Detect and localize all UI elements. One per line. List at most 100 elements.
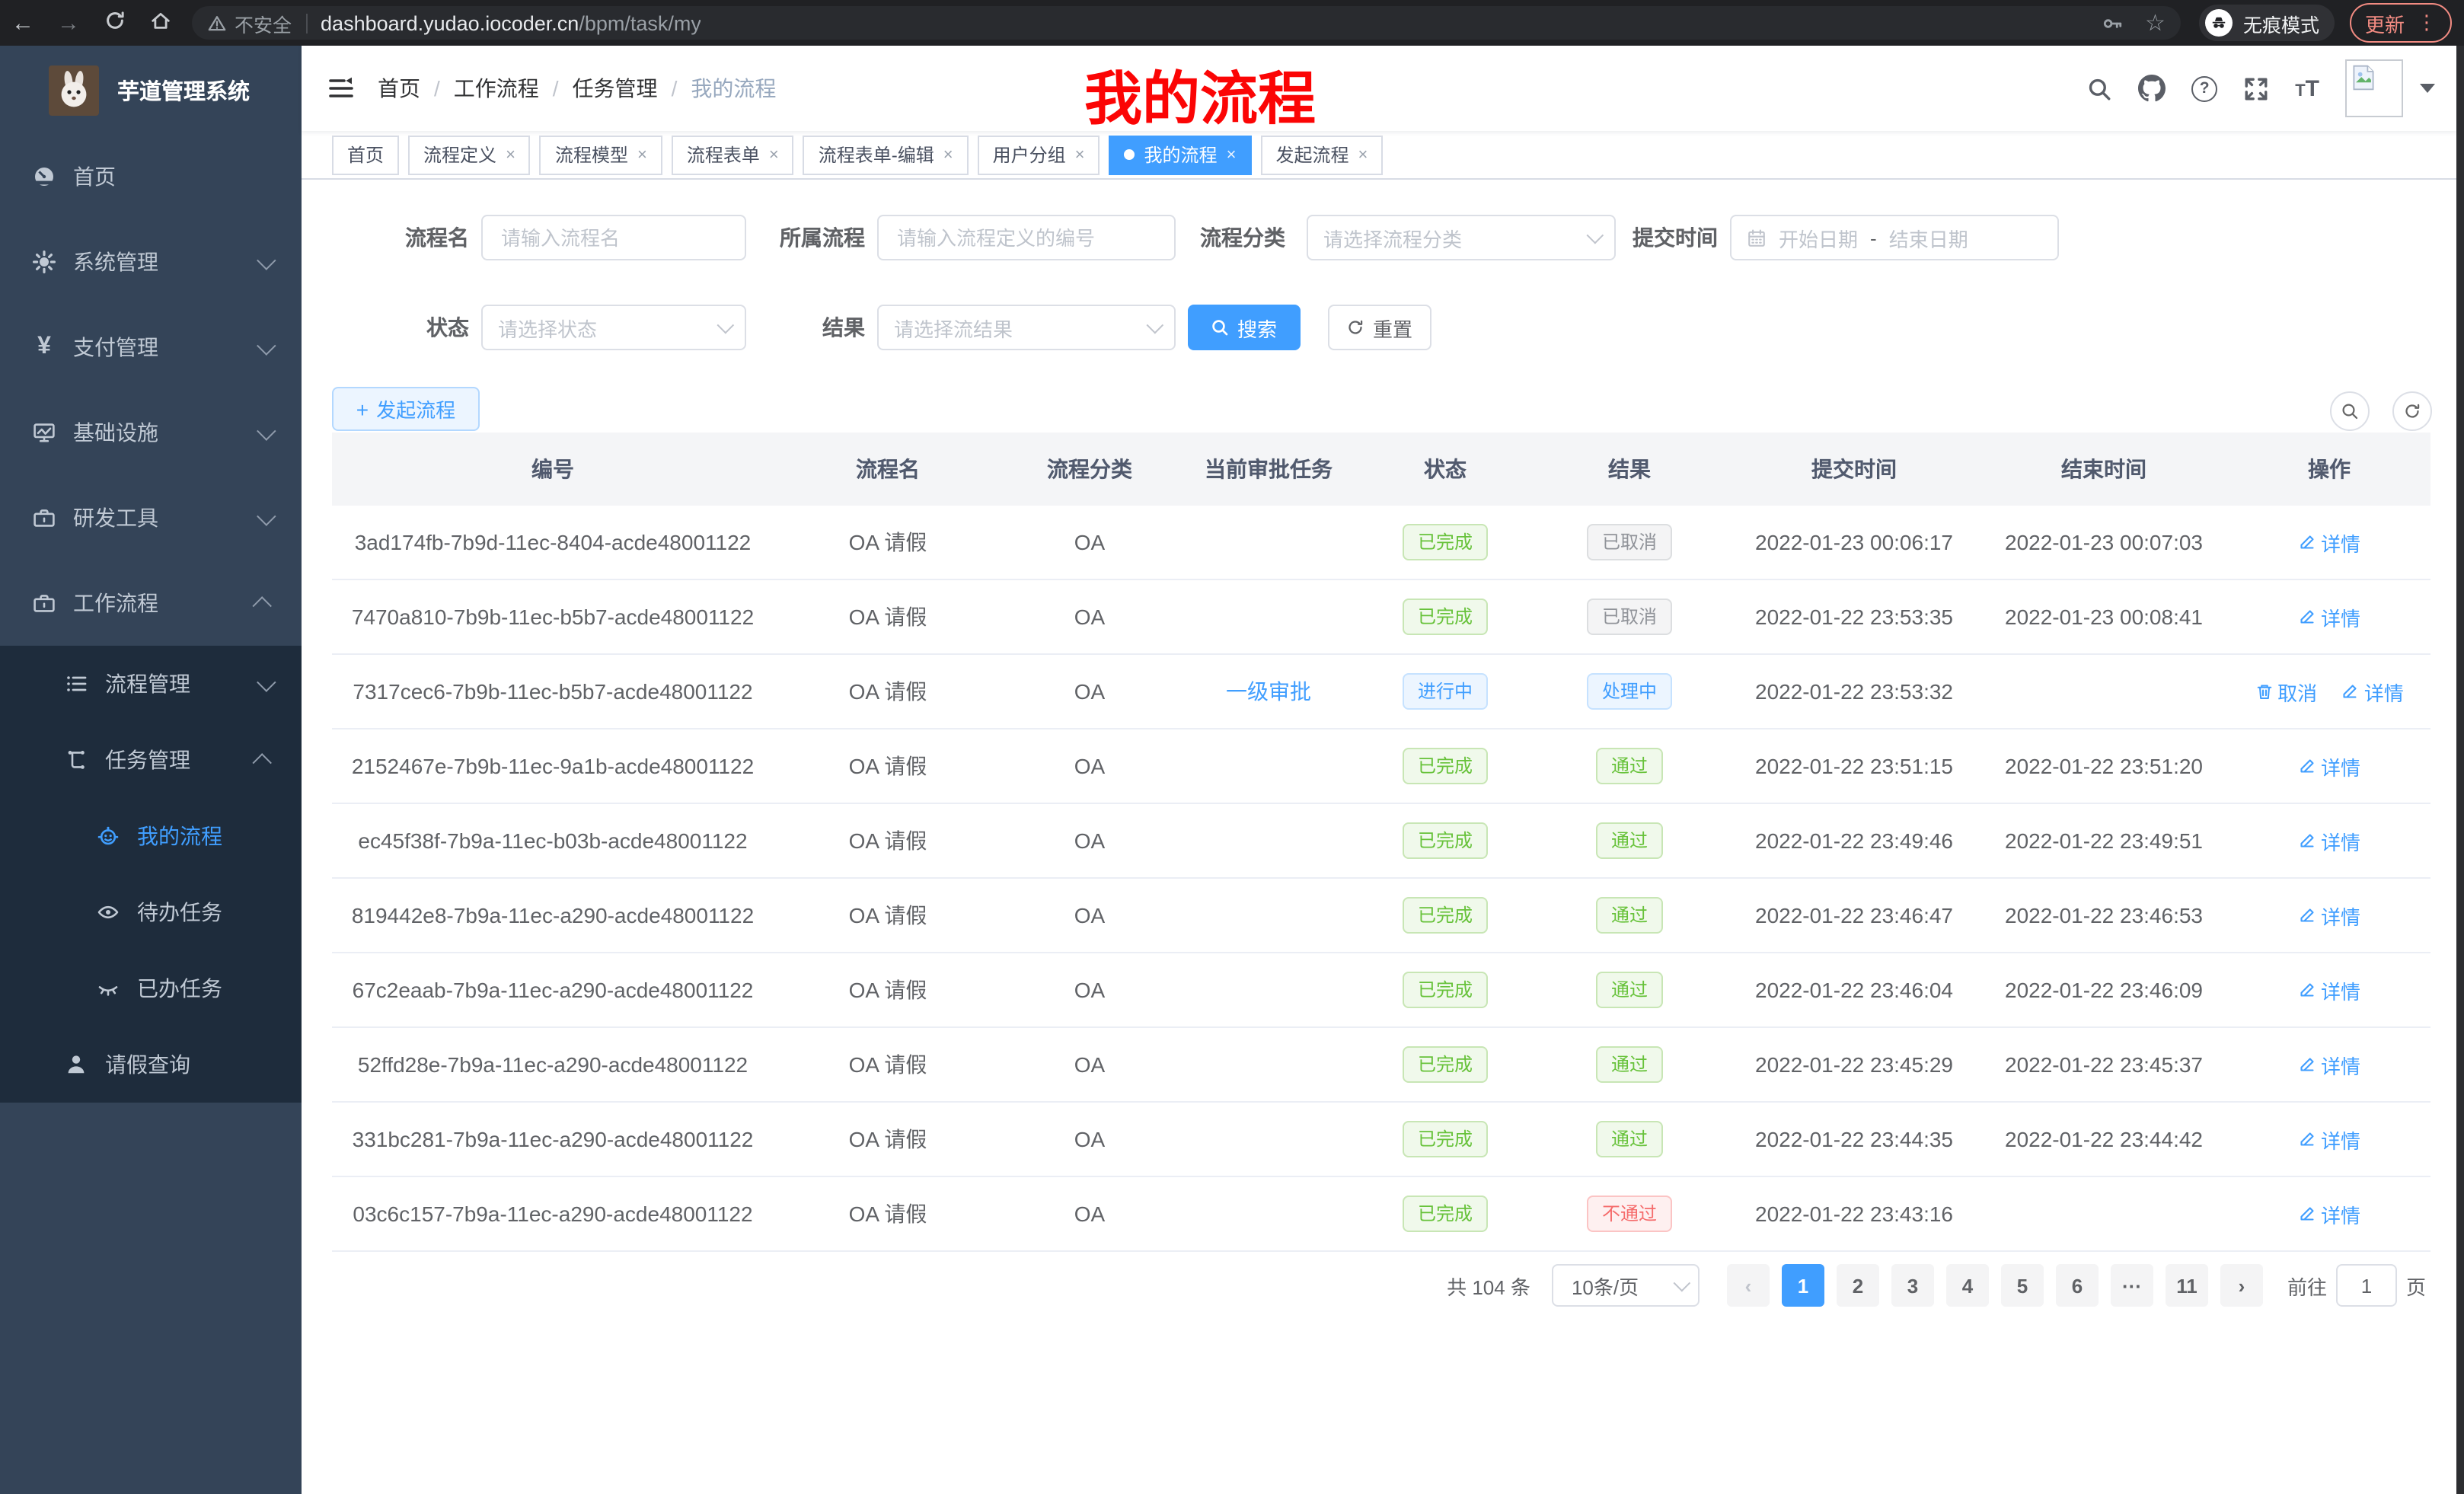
show-search-button[interactable]	[2330, 391, 2370, 431]
detail-link[interactable]: 详情	[2298, 975, 2360, 1004]
status-select[interactable]: 请选择状态	[481, 305, 746, 350]
update-button[interactable]: 更新 ⋮	[2349, 3, 2452, 43]
detail-link[interactable]: 详情	[2298, 1199, 2360, 1228]
detail-link[interactable]: 详情	[2298, 826, 2360, 855]
sidebar-item-my-process[interactable]: 我的流程	[0, 798, 302, 874]
sidebar-item-done-tasks[interactable]: 已办任务	[0, 950, 302, 1026]
close-icon[interactable]: ×	[1226, 145, 1237, 164]
search-icon	[1213, 320, 1229, 336]
tab-process-form[interactable]: 流程表单 ×	[671, 135, 794, 174]
sidebar-item-label: 任务管理	[105, 748, 190, 772]
close-icon[interactable]: ×	[637, 145, 647, 164]
close-icon[interactable]: ×	[1074, 145, 1085, 164]
breadcrumb-workflow[interactable]: 工作流程	[453, 76, 539, 101]
fullscreen-icon[interactable]	[2243, 75, 2269, 101]
sidebar-item-leave-query[interactable]: 请假查询	[0, 1026, 302, 1103]
detail-link[interactable]: 详情	[2298, 602, 2360, 631]
goto-page-input[interactable]	[2335, 1264, 2397, 1307]
cell-id: 03c6c157-7b9a-11ec-a290-acde48001122	[332, 1176, 774, 1252]
close-icon[interactable]: ×	[943, 145, 953, 164]
tab-home[interactable]: 首页	[332, 135, 400, 174]
sidebar-item-process-management[interactable]: 流程管理	[0, 646, 302, 722]
status-badge: 已完成	[1402, 524, 1488, 560]
avatar-caret-icon[interactable]	[2420, 84, 2435, 93]
incognito-label: 无痕模式	[2242, 14, 2319, 36]
bookmark-star-icon[interactable]: ☆	[2145, 10, 2166, 36]
page-size-select[interactable]: 10条/页	[1551, 1264, 1700, 1307]
pagination-prev-button[interactable]: ‹	[1726, 1264, 1770, 1307]
category-select[interactable]: 请选择流程分类	[1307, 215, 1616, 260]
sidebar-item-payment[interactable]: ¥ 支付管理	[0, 305, 302, 390]
detail-link[interactable]: 详情	[2298, 1050, 2360, 1079]
refresh-table-button[interactable]	[2392, 391, 2432, 431]
detail-link[interactable]: 详情	[2298, 901, 2360, 930]
start-date-placeholder: 开始日期	[1779, 228, 1859, 251]
current-task-link[interactable]: 一级审批	[1226, 679, 1311, 704]
submit-time-range-picker[interactable]: 开始日期 - 结束日期	[1730, 215, 2059, 260]
sidebar-item-dev-tools[interactable]: 研发工具	[0, 475, 302, 560]
browser-menu-icon[interactable]: ⋮	[2417, 11, 2437, 34]
github-icon[interactable]	[2138, 75, 2166, 102]
pagination-page-11[interactable]: 11	[2165, 1264, 2208, 1307]
detail-link[interactable]: 详情	[2341, 677, 2404, 706]
pagination-page-3[interactable]: 3	[1891, 1264, 1934, 1307]
result-select[interactable]: 请选择流结果	[877, 305, 1176, 350]
process-definition-input[interactable]	[894, 225, 1159, 251]
sidebar-item-system[interactable]: 系统管理	[0, 219, 302, 305]
pagination-next-button[interactable]: ›	[2220, 1264, 2263, 1307]
cell-submit-time: 2022-01-22 23:51:15	[1728, 729, 1980, 804]
pagination-more-button[interactable]: ···	[2110, 1264, 2153, 1307]
sidebar-item-infra[interactable]: 基础设施	[0, 390, 302, 475]
tab-start-process[interactable]: 发起流程 ×	[1260, 135, 1384, 174]
cell-name: OA 请假	[774, 953, 1002, 1028]
home-icon[interactable]	[137, 8, 183, 37]
sidebar: 芋道管理系统 首页 系统管理 ¥ 支付管理 基础设施 研发工具 工作	[0, 46, 302, 1494]
detail-link[interactable]: 详情	[2298, 528, 2360, 557]
breadcrumb-task-management[interactable]: 任务管理	[572, 76, 658, 101]
detail-link[interactable]: 详情	[2298, 752, 2360, 781]
pagination-page-5[interactable]: 5	[2000, 1264, 2044, 1307]
close-icon[interactable]: ×	[1358, 145, 1368, 164]
forward-icon[interactable]: →	[57, 10, 80, 36]
sidebar-item-home[interactable]: 首页	[0, 134, 302, 219]
cell-name: OA 请假	[774, 729, 1002, 804]
tab-my-process[interactable]: 我的流程 ×	[1109, 135, 1252, 174]
tab-process-form-edit[interactable]: 流程表单-编辑 ×	[803, 135, 969, 174]
sidebar-item-todo-tasks[interactable]: 待办任务	[0, 874, 302, 950]
reset-button[interactable]: 重置	[1328, 305, 1431, 350]
pagination-page-4[interactable]: 4	[1945, 1264, 1989, 1307]
cell-submit-time: 2022-01-22 23:53:35	[1728, 579, 1980, 655]
font-size-icon[interactable]: TT	[2295, 75, 2319, 101]
pagination-page-2[interactable]: 2	[1836, 1264, 1879, 1307]
search-icon[interactable]	[2086, 75, 2112, 101]
sidebar-item-task-management[interactable]: 任务管理	[0, 722, 302, 798]
close-icon[interactable]: ×	[506, 145, 515, 164]
pagination-page-1[interactable]: 1	[1781, 1264, 1824, 1307]
key-icon[interactable]	[2101, 11, 2124, 34]
reload-icon[interactable]	[91, 8, 137, 37]
sidebar-item-workflow[interactable]: 工作流程	[0, 560, 302, 646]
tag-view-bar: 首页 流程定义 × 流程模型 × 流程表单 × 流程表单-编辑 × 用户分组 × 我的流程…	[302, 131, 2456, 180]
security-chip[interactable]: 不安全	[207, 8, 292, 37]
browser-scrollbar[interactable]	[2456, 46, 2464, 1494]
breadcrumb-home[interactable]: 首页	[378, 76, 420, 101]
tab-user-group[interactable]: 用户分组 ×	[977, 135, 1100, 174]
process-name-input[interactable]	[498, 225, 729, 251]
close-icon[interactable]: ×	[768, 145, 779, 164]
address-bar[interactable]: 不安全 dashboard.yudao.iocoder.cn/bpm/task/…	[192, 6, 2181, 40]
tab-process-model[interactable]: 流程模型 ×	[539, 135, 662, 174]
start-process-button[interactable]: + 发起流程	[332, 387, 480, 431]
detail-link[interactable]: 详情	[2298, 1125, 2360, 1154]
cancel-link[interactable]: 取消	[2255, 677, 2317, 706]
sidebar-fold-icon[interactable]	[327, 75, 355, 102]
avatar[interactable]	[2345, 59, 2403, 117]
pagination-page-6[interactable]: 6	[2055, 1264, 2099, 1307]
tab-process-definition[interactable]: 流程定义 ×	[408, 135, 531, 174]
back-icon[interactable]: ←	[11, 10, 34, 36]
search-button[interactable]: 搜索	[1188, 305, 1301, 350]
cell-submit-time: 2022-01-22 23:46:04	[1728, 953, 1980, 1028]
cell-name: OA 请假	[774, 1176, 1002, 1252]
help-icon[interactable]: ?	[2191, 75, 2218, 101]
app-logo[interactable]: 芋道管理系统	[0, 46, 302, 134]
active-dot	[1124, 149, 1135, 160]
